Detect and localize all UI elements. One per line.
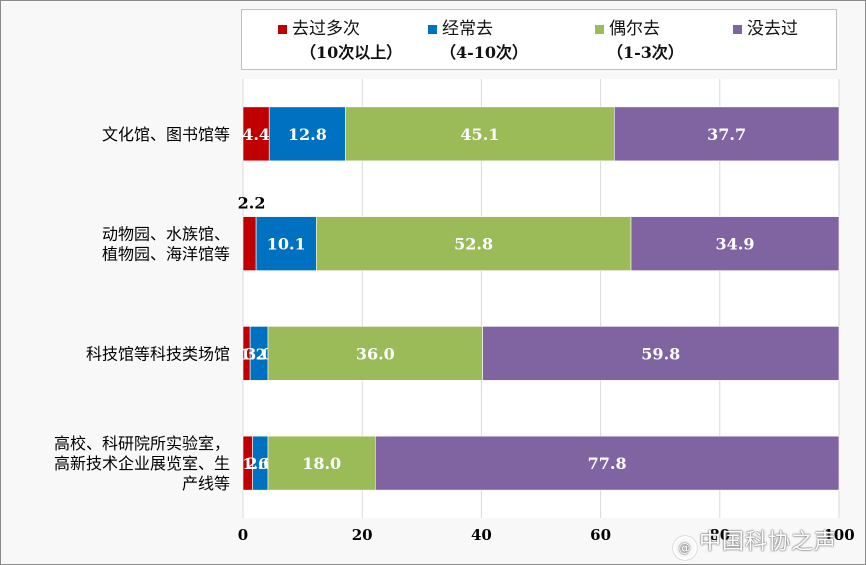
legend-swatch-3 bbox=[733, 25, 742, 34]
data-label-1-1: 10.1 bbox=[267, 235, 306, 254]
legend-label-2: 偶尔去 bbox=[609, 16, 660, 42]
category-label-0-0: 文化馆、图书馆等 bbox=[102, 125, 230, 144]
legend-sub-0: （10次以上） bbox=[300, 42, 402, 64]
data-label-0-3: 37.7 bbox=[707, 125, 746, 144]
x-tick-label-1: 20 bbox=[352, 526, 373, 544]
data-label-1-0: 2.2 bbox=[238, 194, 266, 213]
legend-swatch-1 bbox=[428, 25, 437, 34]
legend-swatch-2 bbox=[595, 25, 604, 34]
legend-label-3: 没去过 bbox=[747, 16, 798, 42]
data-label-3-2: 18.0 bbox=[302, 454, 341, 473]
data-label-2-2: 36.0 bbox=[356, 344, 395, 363]
x-tick-label-0: 0 bbox=[238, 526, 248, 544]
data-label-1-3: 34.9 bbox=[716, 235, 755, 254]
legend-sub-2: （1-3次） bbox=[607, 42, 684, 64]
watermark-text: 中国科协之声 bbox=[699, 530, 837, 555]
data-label-3-3: 77.8 bbox=[588, 454, 627, 473]
watermark: @ 中国科协之声 bbox=[673, 524, 837, 560]
at-icon: @ bbox=[673, 536, 697, 560]
small-data-label-0: 1.2 bbox=[240, 345, 266, 363]
bar-1-0 bbox=[243, 217, 256, 271]
x-tick-label-2: 40 bbox=[471, 526, 492, 544]
category-label-1-1: 植物园、海洋馆等 bbox=[102, 245, 230, 264]
category-label-3-2: 产线等 bbox=[182, 474, 230, 493]
legend-label-1: 经常去 bbox=[442, 16, 493, 42]
x-tick-label-3: 60 bbox=[590, 526, 611, 544]
legend: 去过多次 （10次以上） 经常去 （4-10次） 偶尔去 （1-3次） 没去过 bbox=[241, 9, 837, 70]
data-label-0-1: 12.8 bbox=[288, 125, 327, 144]
category-label-1-0: 动物园、水族馆、 bbox=[102, 225, 230, 244]
category-label-3-1: 高新技术企业展览室、生 bbox=[54, 454, 230, 473]
legend-label-0: 去过多次 bbox=[292, 16, 360, 42]
data-label-1-2: 52.8 bbox=[454, 235, 493, 254]
data-label-0-2: 45.1 bbox=[460, 125, 499, 144]
small-data-label-1: 1.6 bbox=[242, 455, 268, 473]
data-label-2-3: 59.8 bbox=[641, 344, 680, 363]
legend-sub-1: （4-10次） bbox=[440, 42, 528, 64]
category-label-2-0: 科技馆等科技类场馆 bbox=[86, 344, 230, 363]
category-label-3-0: 高校、科研院所实验室， bbox=[54, 434, 230, 453]
legend-swatch-0 bbox=[278, 25, 287, 34]
data-label-0-0: 4.4 bbox=[242, 125, 270, 144]
